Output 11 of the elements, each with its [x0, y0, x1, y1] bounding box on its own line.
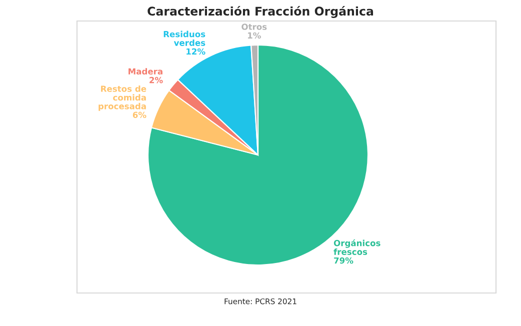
data-label: 6% — [132, 112, 146, 118]
data-label: 79% — [334, 257, 354, 264]
slice-label: Residuos verdes — [164, 30, 206, 46]
data-label: 2% — [150, 76, 163, 84]
slice-label: Orgánicos frescos — [334, 239, 380, 255]
chart-title: Caracterización Fracción Orgánica — [148, 6, 374, 18]
slice-label: Restos de comida procesada — [98, 85, 146, 111]
data-label: 1% — [248, 32, 261, 39]
slice-label: Otros — [242, 24, 267, 30]
slice-label: Madera — [128, 68, 162, 75]
data-label: 12% — [186, 48, 206, 55]
